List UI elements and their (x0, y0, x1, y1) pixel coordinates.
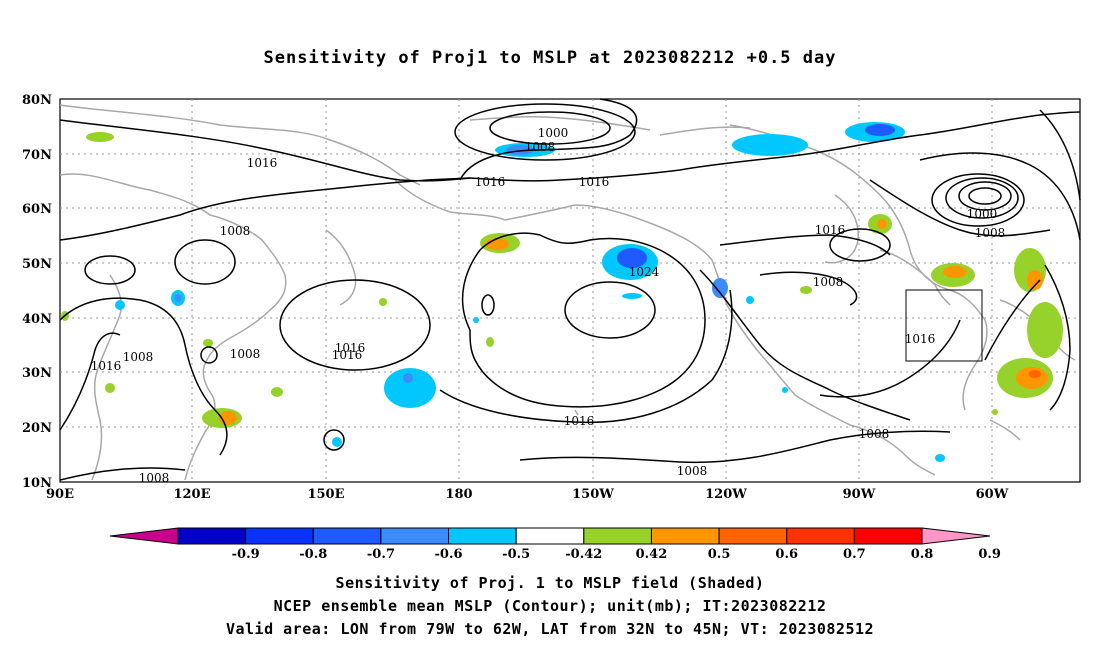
contour-label: 1016 (579, 175, 610, 189)
colorbar-segment (650, 527, 720, 545)
contour-label: 1016 (91, 359, 122, 373)
colorbar-segment (583, 527, 652, 545)
colorbar-tick-label: 0.42 (636, 547, 668, 562)
contour-label: 1016 (332, 348, 363, 362)
colorbar-tick-label: 0.6 (775, 547, 798, 562)
caption-line-3: Valid area: LON from 79W to 62W, LAT fro… (225, 620, 875, 638)
map-title: Sensitivity of Proj1 to MSLP at 20230822… (263, 48, 837, 68)
contour-label: 1008 (677, 464, 708, 478)
contour-label: 1008 (139, 471, 170, 485)
colorbar-left-arrow (109, 527, 179, 545)
colorbar-segment (448, 527, 517, 545)
contour-label: 1016 (475, 175, 506, 189)
lon-label: 60W (976, 487, 1009, 502)
colorbar-tick-label: -0.8 (299, 547, 327, 562)
colorbar-segment (380, 527, 450, 545)
contour-label: 1008 (220, 224, 251, 238)
lat-axis-labels: 80N 70N 60N 50N 40N 30N 20N 10N (22, 93, 52, 491)
lon-label: 90E (46, 487, 74, 502)
colorbar-segment (515, 527, 585, 545)
colorbar-segment (718, 527, 788, 545)
contour-label: 1008 (123, 350, 154, 364)
colorbar-tick-label: -0.9 (232, 547, 260, 562)
colorbar-tick-label: -0.7 (367, 547, 395, 562)
contour-label: 1016 (815, 223, 846, 237)
contour-label: 1016 (564, 414, 595, 428)
colorbar-right-arrow (921, 527, 991, 545)
contour-label: 1016 (247, 156, 278, 170)
colorbar-tick-label: -0.6 (435, 547, 463, 562)
lon-label: 120W (705, 487, 747, 502)
lon-label: 120E (173, 487, 210, 502)
lat-label: 10N (22, 476, 52, 491)
colorbar-tick-label: -0.42 (565, 547, 602, 562)
contour-label: 1008 (859, 427, 890, 441)
lat-label: 30N (22, 366, 52, 381)
contour-label: 1008 (525, 140, 556, 154)
contour-label: 1008 (813, 275, 844, 289)
lon-label: 90W (843, 487, 876, 502)
lat-label: 80N (22, 93, 52, 108)
caption-line-2: NCEP ensemble mean MSLP (Contour); unit(… (273, 597, 827, 615)
colorbar-segment (312, 527, 382, 545)
caption-line-1: Sensitivity of Proj. 1 to MSLP field (Sh… (335, 574, 765, 592)
colorbar-tick-label: -0.5 (502, 547, 530, 562)
contour-label: 1024 (629, 265, 660, 279)
colorbar-tick-label: 0.8 (911, 547, 934, 562)
lon-axis-labels: 90E 120E 150E 180 150W 120W 90W 60W (46, 487, 1009, 502)
contour-label: 1008 (975, 226, 1006, 240)
contour-label: 1016 (905, 332, 936, 346)
lat-label: 50N (22, 257, 52, 272)
colorbar-segment (786, 527, 855, 545)
lat-label: 70N (22, 148, 52, 163)
colorbar-tick-label: 0.9 (978, 547, 1001, 562)
graticule (60, 99, 1080, 482)
contour-label: 1016 (335, 341, 366, 355)
lon-label: 150W (572, 487, 614, 502)
lat-label: 20N (22, 421, 52, 436)
contour-label: 1008 (230, 347, 261, 361)
contour-label: 1000 (538, 126, 569, 140)
mslp-contours (59, 98, 1081, 481)
lat-label: 40N (22, 312, 52, 327)
colorbar: -0.9 -0.8 -0.7 -0.6 -0.5 -0.42 0.42 0.5 0.6 0.7 0.… (109, 527, 1001, 562)
colorbar-tick-label: 0.7 (843, 547, 866, 562)
valid-area-box (905, 289, 983, 362)
colorbar-segment (177, 527, 247, 545)
lon-label: 150E (307, 487, 344, 502)
colorbar-segment (853, 527, 923, 545)
colorbar-tick-label: 0.5 (708, 547, 731, 562)
lon-label: 180 (445, 487, 472, 502)
lat-label: 60N (22, 202, 52, 217)
contour-label: 1000 (967, 207, 998, 221)
contour-labels: 1000 1008 1016 1016 1016 1008 1024 1016 … (91, 126, 1006, 485)
colorbar-segment (245, 527, 314, 545)
